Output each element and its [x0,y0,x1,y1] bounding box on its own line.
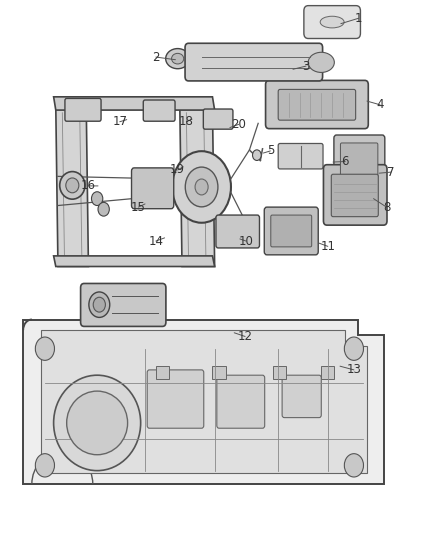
Circle shape [98,203,110,216]
Text: 8: 8 [383,200,390,214]
Ellipse shape [89,292,110,317]
Text: 16: 16 [81,180,96,192]
FancyBboxPatch shape [278,90,356,120]
FancyBboxPatch shape [304,6,360,38]
Ellipse shape [195,179,208,195]
Ellipse shape [320,16,344,28]
Ellipse shape [185,167,218,207]
FancyBboxPatch shape [264,207,318,255]
Ellipse shape [166,49,190,69]
Polygon shape [53,97,215,110]
Bar [212,366,226,379]
Ellipse shape [66,178,79,193]
Text: 10: 10 [239,235,254,247]
FancyBboxPatch shape [216,215,259,248]
Ellipse shape [308,52,334,72]
Text: 5: 5 [267,144,274,157]
Polygon shape [53,256,215,266]
Text: 3: 3 [302,60,310,72]
FancyBboxPatch shape [217,375,265,428]
Text: 18: 18 [179,115,194,128]
Circle shape [35,454,54,477]
Ellipse shape [172,53,184,64]
FancyBboxPatch shape [65,99,101,121]
Text: 13: 13 [346,364,361,376]
Bar [156,366,169,379]
FancyBboxPatch shape [282,375,321,418]
Polygon shape [180,108,215,266]
Text: 20: 20 [231,118,246,131]
Bar [321,366,334,379]
FancyBboxPatch shape [143,100,175,121]
FancyBboxPatch shape [331,174,378,216]
Ellipse shape [67,391,127,455]
FancyBboxPatch shape [147,370,204,428]
FancyBboxPatch shape [278,143,323,169]
FancyBboxPatch shape [131,168,174,209]
Ellipse shape [53,375,141,471]
FancyBboxPatch shape [271,215,312,247]
FancyBboxPatch shape [185,43,322,81]
Text: 6: 6 [342,155,349,168]
FancyBboxPatch shape [81,284,166,326]
Text: 4: 4 [376,98,384,111]
Text: 11: 11 [320,240,336,253]
Text: 17: 17 [112,115,127,128]
Bar [273,366,286,379]
Text: 2: 2 [152,51,159,63]
FancyBboxPatch shape [340,143,378,178]
Ellipse shape [60,172,85,199]
Ellipse shape [93,297,106,312]
Circle shape [344,454,364,477]
FancyBboxPatch shape [334,135,385,185]
Circle shape [344,337,364,360]
Circle shape [92,192,103,206]
Polygon shape [56,108,88,266]
FancyBboxPatch shape [265,80,368,128]
FancyBboxPatch shape [203,109,233,129]
FancyBboxPatch shape [323,165,387,225]
Polygon shape [41,330,367,473]
Text: 7: 7 [387,166,395,179]
Circle shape [35,337,54,360]
Circle shape [253,150,261,160]
Text: 14: 14 [148,235,163,247]
Polygon shape [23,319,385,484]
Text: 12: 12 [237,330,253,343]
Ellipse shape [172,151,231,223]
Text: 1: 1 [354,12,362,25]
Text: 15: 15 [131,200,146,214]
Text: 19: 19 [170,164,185,176]
